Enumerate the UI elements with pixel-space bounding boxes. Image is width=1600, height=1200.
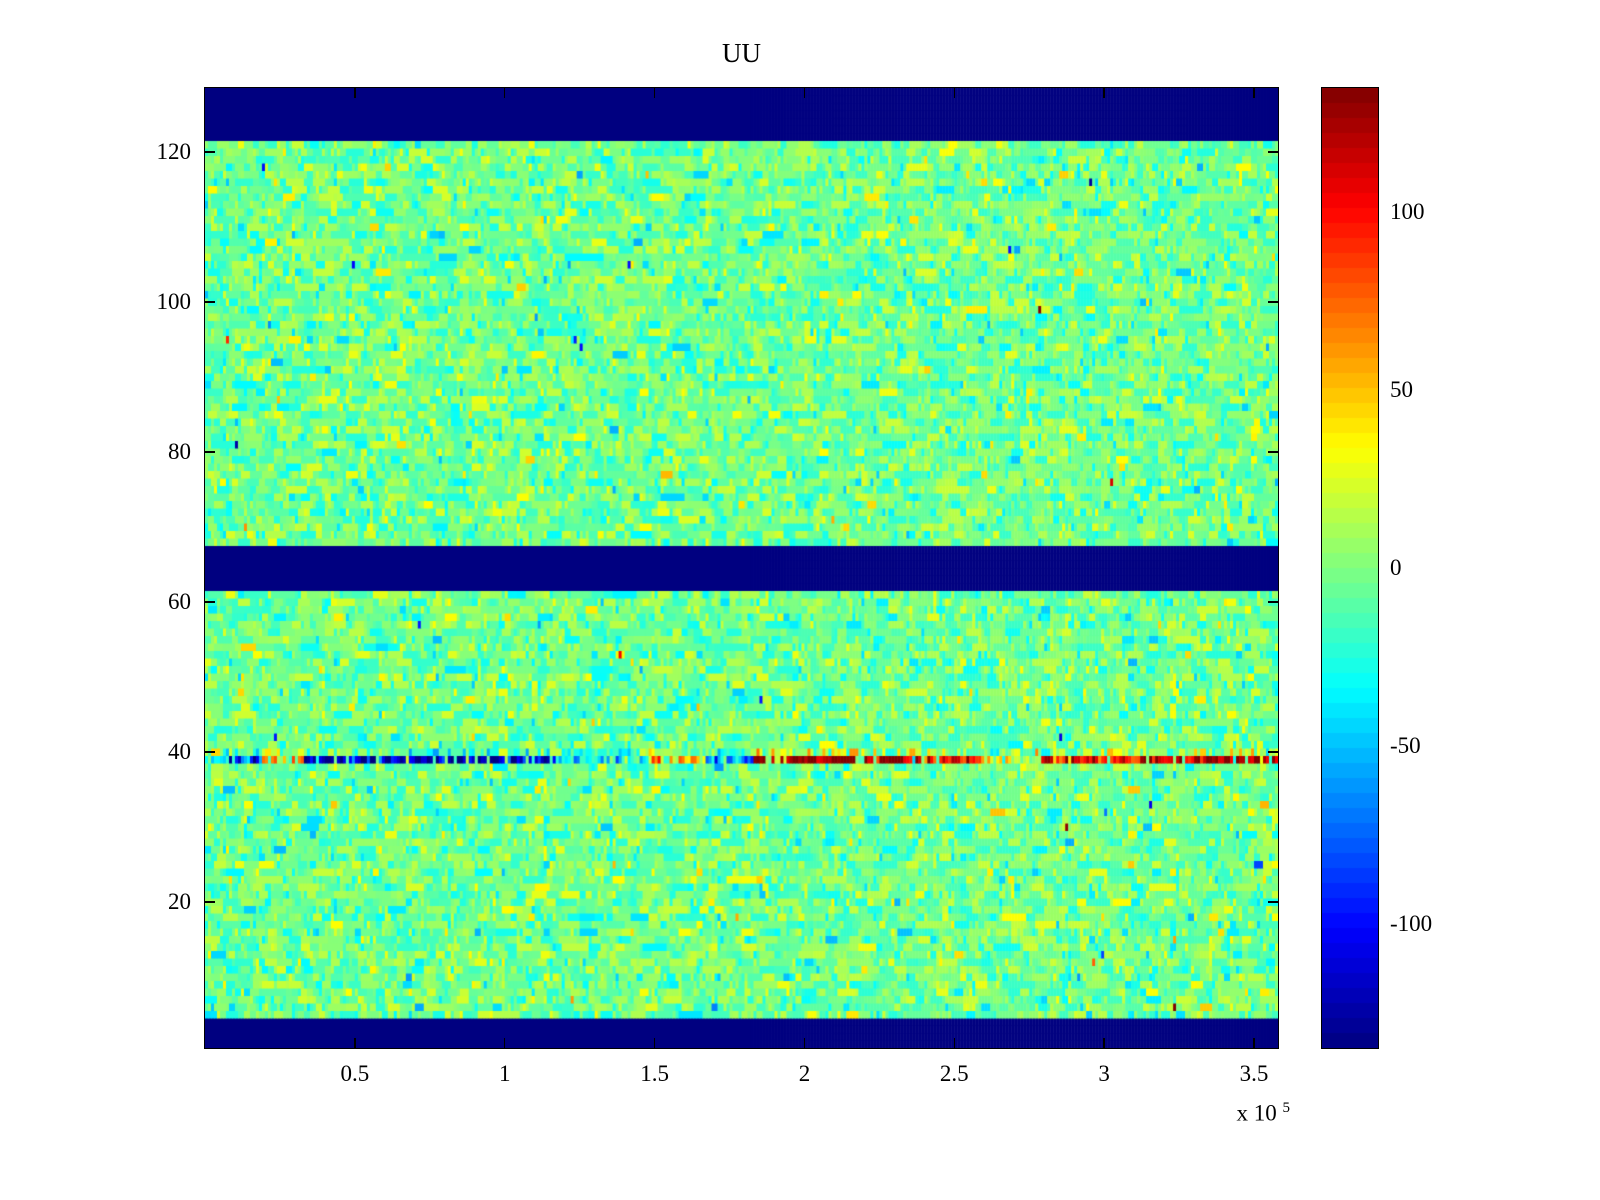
tick-mark [1253,88,1255,98]
tick-mark [803,88,806,98]
heatmap-canvas [205,88,1278,1048]
colorbar-tick-label: 50 [1390,377,1413,403]
y-tick-label: 60 [168,588,191,614]
tick-mark [1268,151,1278,153]
tick-mark [1103,88,1105,98]
tick-mark [1268,451,1278,453]
tick-mark [354,88,356,98]
y-tick-label: 120 [156,138,192,164]
tick-mark [205,151,215,153]
exponent-base: x 10 [1236,1100,1277,1126]
colorbar-tick-label: 100 [1390,199,1425,225]
x-tick-label: 1 [498,1061,511,1086]
colorbar-tick-label: -100 [1390,910,1433,936]
exponent-power: 5 [1282,1100,1291,1116]
tick-mark [1103,1038,1105,1048]
tick-mark [803,1038,806,1048]
chart-title: UU [722,38,761,68]
x-tick-label: 0.5 [340,1061,370,1086]
y-tick-label: 80 [168,438,191,464]
y-tick-label: 100 [156,288,192,314]
tick-mark [503,88,506,98]
y-tick-label: 20 [168,888,191,914]
tick-mark [354,1038,356,1048]
x-tick-label: 3 [1098,1061,1110,1086]
colorbar-canvas [1322,88,1378,1048]
y-tick-label: 40 [168,738,191,764]
tick-mark [205,451,215,453]
x-tick-label: 3.5 [1239,1061,1269,1086]
tick-mark [503,1038,506,1048]
tick-mark [1268,301,1278,303]
x-tick-label: 1.5 [640,1061,669,1086]
tick-mark [953,88,956,98]
colorbar-tick-label: 0 [1390,555,1402,580]
tick-mark [1268,751,1278,753]
colorbar-tick-label: -50 [1390,732,1421,758]
tick-mark [1268,901,1278,903]
tick-mark [653,88,656,98]
tick-mark [1253,1038,1255,1048]
x-tick-label: 2 [798,1061,811,1086]
tick-mark [1268,601,1278,603]
tick-mark [653,1038,656,1048]
tick-mark [205,601,215,603]
x-tick-label: 2.5 [939,1061,969,1086]
tick-mark [953,1038,956,1048]
x-axis-exponent-label: x 10 5 [1140,1094,1291,1128]
tick-mark [205,301,215,303]
tick-mark [205,751,215,753]
tick-mark [205,901,215,903]
